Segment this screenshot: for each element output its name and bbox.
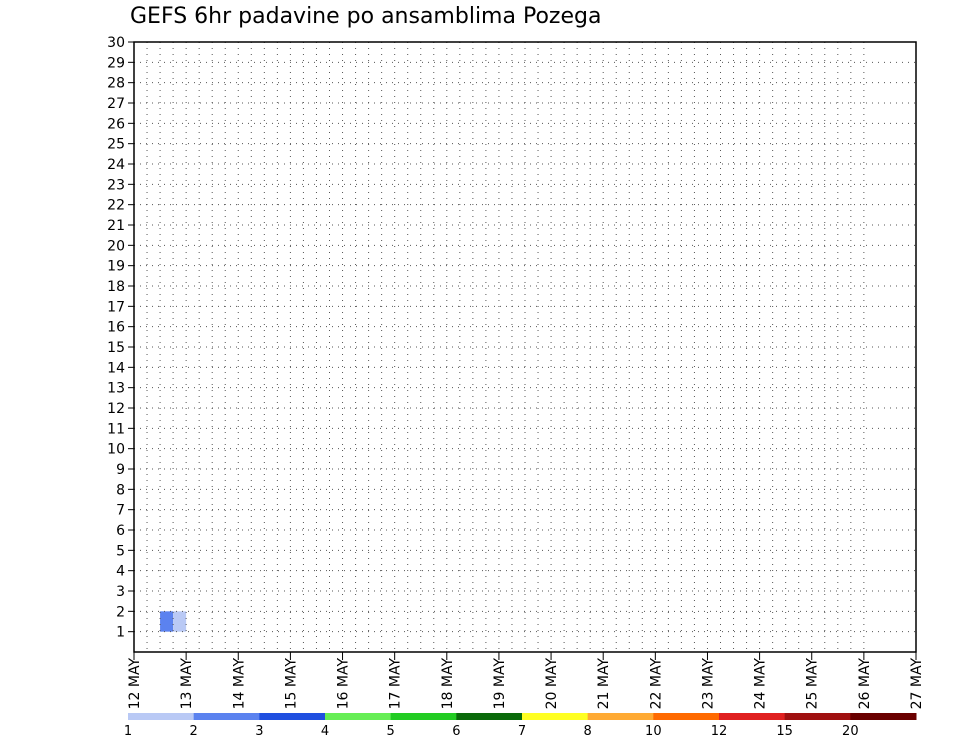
colorbar-label: 10 — [645, 724, 662, 739]
y-tick-label: 20 — [107, 238, 125, 254]
heatmap-cell — [160, 611, 174, 632]
y-tick-label: 22 — [107, 198, 125, 214]
y-tick-label: 28 — [107, 76, 125, 92]
y-tick-label: 23 — [107, 177, 125, 193]
y-tick-label: 7 — [116, 503, 125, 519]
colorbar-label: 12 — [711, 724, 728, 739]
heatmap-cells — [160, 611, 187, 632]
y-tick-label: 14 — [107, 360, 125, 376]
colorbar-swatch — [522, 713, 589, 720]
grid-lines — [134, 41, 916, 652]
colorbar-label: 15 — [776, 724, 793, 739]
heatmap-cell — [173, 611, 187, 632]
colorbar-swatch — [259, 713, 326, 720]
x-tick-label: 21 MAY — [596, 658, 612, 710]
y-tick-label: 13 — [107, 381, 125, 397]
y-tick-label: 9 — [116, 462, 125, 478]
colorbar-label: 20 — [842, 724, 859, 739]
y-tick-label: 2 — [116, 604, 125, 620]
colorbar-swatch — [653, 713, 720, 720]
colorbar-swatch — [719, 713, 786, 720]
plot-frame — [133, 41, 917, 653]
colorbar-swatch — [325, 713, 392, 720]
colorbar-label: 6 — [452, 724, 460, 739]
y-tick-label: 21 — [107, 218, 125, 234]
colorbar-label: 8 — [584, 724, 592, 739]
colorbar-swatch — [128, 713, 195, 720]
x-tick-label: 23 MAY — [700, 658, 716, 710]
y-tick-label: 17 — [107, 299, 125, 315]
chart-title: GEFS 6hr padavine po ansamblima Pozega — [130, 4, 602, 29]
y-tick-label: 19 — [107, 259, 125, 275]
colorbar-swatch — [587, 713, 654, 720]
colorbar-label: 7 — [518, 724, 526, 739]
y-tick-label: 8 — [116, 482, 125, 498]
y-tick-label: 24 — [107, 157, 125, 173]
y-tick-label: 25 — [107, 137, 125, 153]
y-tick-label: 11 — [107, 421, 125, 437]
colorbar-swatch — [390, 713, 457, 720]
x-tick-label: 17 MAY — [388, 658, 404, 710]
y-tick-label: 30 — [107, 35, 125, 51]
colorbar-label: 5 — [387, 724, 395, 739]
x-tick-label: 26 MAY — [857, 658, 873, 710]
y-tick-label: 12 — [107, 401, 125, 417]
x-tick-label: 15 MAY — [283, 658, 299, 710]
x-tick-label: 18 MAY — [440, 658, 456, 710]
y-tick-label: 3 — [116, 584, 125, 600]
x-axis: 12 MAY 13 MAY 14 MAY 15 MAY 16 MAY 17 MAY 18 M… — [127, 652, 925, 709]
x-tick-label: 25 MAY — [805, 658, 821, 710]
x-tick-label: 27 MAY — [909, 658, 925, 710]
y-tick-label: 26 — [107, 116, 125, 132]
y-tick-label: 5 — [116, 543, 125, 559]
y-tick-label: 15 — [107, 340, 125, 356]
y-axis: 1234567891011121314151617181920212223242… — [107, 35, 134, 641]
y-tick-label: 10 — [107, 442, 125, 458]
x-tick-label: 24 MAY — [753, 658, 769, 710]
colorbar-swatch — [193, 713, 260, 720]
x-tick-label: 16 MAY — [336, 658, 352, 710]
colorbar-swatch — [784, 713, 851, 720]
colorbar-label: 2 — [190, 724, 198, 739]
y-tick-label: 1 — [116, 625, 125, 641]
colorbar-swatch — [850, 713, 917, 720]
x-tick-label: 19 MAY — [492, 658, 508, 710]
y-tick-label: 18 — [107, 279, 125, 295]
x-tick-label: 12 MAY — [127, 658, 143, 710]
colorbar-label: 3 — [255, 724, 263, 739]
x-tick-label: 20 MAY — [544, 658, 560, 710]
y-tick-label: 4 — [116, 564, 125, 580]
x-tick-label: 13 MAY — [179, 658, 195, 710]
colorbar-label: 1 — [124, 724, 132, 739]
y-tick-label: 16 — [107, 320, 125, 336]
colorbar-label: 4 — [321, 724, 329, 739]
y-tick-label: 29 — [107, 55, 125, 71]
x-tick-label: 22 MAY — [648, 658, 664, 710]
y-tick-label: 6 — [116, 523, 125, 539]
colorbar: 1 2 3 4 5 6 7 8 10 12 15 20 — [124, 713, 917, 739]
x-tick-label: 14 MAY — [231, 658, 247, 710]
y-tick-label: 27 — [107, 96, 125, 112]
colorbar-swatch — [456, 713, 523, 720]
